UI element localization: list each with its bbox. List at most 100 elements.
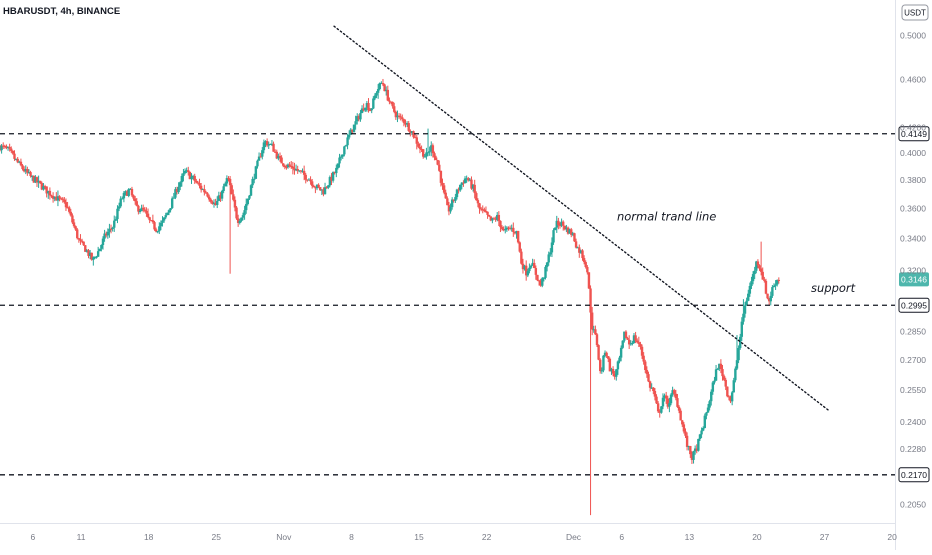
candle-body	[37, 180, 40, 183]
candle-body	[30, 175, 34, 177]
candle	[399, 113, 402, 121]
candle	[737, 345, 740, 364]
candle-body	[294, 168, 298, 171]
candle-body	[172, 197, 175, 199]
price-axis[interactable]: 0.5000 0.4600 0.4200 0.4000 0.3800 0.3600 0.34…	[900, 31, 926, 510]
candle	[77, 237, 81, 243]
candle-body	[745, 300, 748, 306]
candle	[177, 182, 180, 194]
candle-body	[298, 170, 301, 172]
candle-body	[420, 148, 423, 150]
trend-line[interactable]	[333, 25, 831, 412]
candle-body	[100, 244, 103, 249]
candle	[718, 363, 721, 372]
candle-body	[684, 431, 687, 436]
candle-body	[133, 198, 137, 202]
candle	[204, 190, 208, 194]
candle	[14, 158, 18, 161]
candle	[376, 84, 380, 99]
candle	[264, 140, 267, 148]
candle	[640, 344, 644, 359]
candle	[658, 409, 661, 418]
candle	[129, 188, 132, 190]
candle-body	[232, 194, 235, 200]
candle-body	[639, 343, 642, 347]
candle	[446, 196, 449, 206]
candle-body	[578, 247, 581, 253]
candle-body	[367, 103, 370, 111]
candle-body	[557, 220, 560, 226]
candle-body	[301, 170, 304, 172]
candle	[492, 216, 496, 220]
candle	[668, 397, 671, 413]
candle-body	[55, 196, 58, 201]
candle	[137, 204, 140, 215]
chart-annotation[interactable]: normal trand line	[617, 209, 716, 223]
candle-body	[222, 186, 225, 191]
chart-annotation[interactable]: support	[811, 281, 856, 295]
candle-body	[512, 227, 515, 232]
candle	[562, 220, 565, 231]
candle-body	[708, 401, 711, 408]
candle	[35, 176, 39, 187]
candle-body	[579, 250, 583, 253]
candle	[393, 102, 396, 114]
candle	[47, 190, 50, 199]
candle-body	[465, 178, 468, 180]
candle	[19, 158, 23, 167]
candle-body	[618, 357, 621, 362]
candle-body	[505, 227, 509, 230]
candle	[164, 212, 167, 220]
candle	[459, 184, 462, 192]
candle	[460, 182, 464, 190]
candle-body	[436, 160, 439, 165]
candle	[571, 231, 575, 237]
candle	[441, 178, 444, 190]
candle-body	[310, 181, 314, 186]
candle-body	[11, 150, 15, 154]
candle	[246, 198, 250, 206]
candle	[40, 181, 44, 191]
candle	[726, 386, 729, 398]
candle	[473, 179, 476, 199]
candle-body	[207, 196, 211, 200]
candle-body	[344, 145, 348, 147]
candle-body	[766, 293, 769, 299]
candle-body	[56, 196, 60, 201]
candle-body	[415, 137, 418, 144]
candle-body	[191, 175, 195, 177]
candle	[397, 113, 401, 120]
candle-body	[423, 156, 427, 158]
candle	[282, 163, 285, 168]
candle	[58, 195, 61, 202]
candle	[63, 197, 66, 204]
candle-body	[417, 143, 420, 147]
candle	[636, 338, 639, 344]
candle-body	[0, 145, 3, 151]
time-axis[interactable]: 6 11 18 25 Nov 8 15 22 Dec 6 13 20 27 20	[30, 532, 897, 542]
candle-body	[72, 222, 76, 227]
candle-body	[74, 226, 77, 230]
candle-body	[183, 170, 187, 174]
candle-body	[534, 268, 538, 275]
candle-body	[574, 241, 578, 248]
candle-body	[58, 196, 61, 199]
candle	[487, 214, 491, 218]
candle	[468, 178, 472, 182]
candle	[370, 108, 373, 114]
currency-badge[interactable]	[901, 4, 929, 21]
candle	[319, 187, 322, 191]
candle-body	[291, 166, 295, 169]
candle	[159, 220, 163, 231]
candle-body	[648, 381, 652, 388]
candle-body	[660, 406, 663, 413]
candle	[315, 184, 319, 191]
candle-body	[138, 211, 142, 213]
candle	[558, 222, 562, 229]
candle	[753, 266, 756, 280]
candle-body	[124, 191, 127, 193]
candle	[500, 225, 504, 231]
candle-body	[214, 202, 217, 205]
candle-body	[206, 193, 209, 197]
